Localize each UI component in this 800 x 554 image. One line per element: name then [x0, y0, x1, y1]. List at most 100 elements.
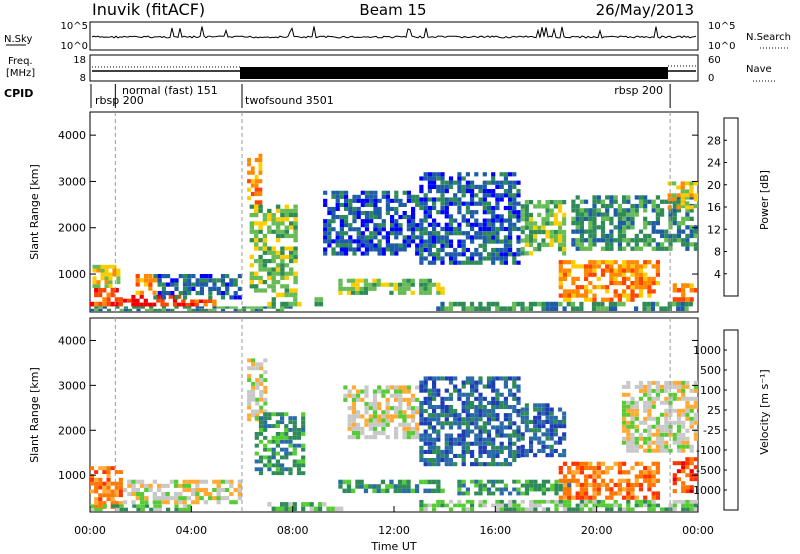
data-cell — [617, 268, 622, 273]
data-cell — [634, 461, 639, 466]
data-cell — [436, 488, 441, 494]
data-cell — [289, 208, 294, 213]
data-cell — [617, 233, 622, 239]
data-cell — [655, 424, 660, 429]
data-cell — [258, 225, 263, 230]
data-cell — [327, 223, 332, 228]
data-cell — [672, 212, 677, 217]
data-cell — [676, 477, 682, 482]
data-cell — [512, 306, 517, 311]
data-cell — [152, 290, 157, 295]
data-cell — [592, 293, 597, 298]
data-cell — [448, 184, 454, 189]
data-cell — [470, 388, 475, 393]
data-cell — [427, 396, 432, 401]
data-cell — [537, 487, 542, 492]
data-cell — [344, 231, 349, 236]
data-cell — [529, 419, 534, 424]
data-cell — [516, 388, 521, 393]
data-cell — [478, 301, 483, 307]
data-cell — [579, 229, 584, 234]
data-cell — [549, 221, 554, 226]
data-cell — [338, 278, 343, 283]
data-cell — [216, 479, 221, 484]
data-cell — [161, 308, 166, 312]
data-cell — [651, 199, 656, 204]
data-cell — [364, 418, 369, 423]
data-cell — [643, 495, 648, 500]
data-cell — [596, 474, 601, 479]
data-cell — [638, 396, 644, 401]
data-cell — [203, 479, 208, 484]
data-cell — [280, 284, 285, 289]
nave-tick-top: 60 — [708, 55, 721, 66]
data-cell — [364, 194, 370, 199]
data-cell — [541, 301, 546, 307]
data-cell — [584, 199, 589, 204]
data-cell — [478, 462, 483, 467]
data-cell — [626, 487, 631, 492]
data-cell — [292, 447, 297, 452]
data-cell — [613, 301, 618, 307]
data-cell — [118, 297, 123, 302]
data-cell — [381, 389, 386, 394]
data-cell — [512, 260, 517, 265]
data-cell — [617, 281, 622, 286]
data-cell — [419, 189, 424, 194]
data-cell — [617, 301, 622, 307]
data-cell — [423, 503, 428, 508]
data-cell — [491, 176, 496, 181]
data-cell — [423, 214, 428, 219]
data-cell — [444, 441, 449, 446]
data-cell — [600, 478, 606, 483]
data-cell — [292, 506, 297, 512]
data-cell — [157, 278, 162, 283]
data-cell — [680, 197, 685, 202]
data-cell — [398, 422, 403, 427]
data-cell — [617, 246, 622, 251]
data-cell — [448, 441, 454, 446]
data-cell — [419, 235, 424, 240]
data-cell — [605, 233, 610, 239]
data-cell — [655, 268, 660, 273]
data-cell — [638, 195, 644, 200]
data-cell — [676, 420, 682, 425]
data-cell — [643, 465, 648, 471]
data-cell — [377, 422, 382, 427]
data-cell — [482, 243, 487, 248]
data-cell — [579, 285, 584, 290]
data-cell — [622, 392, 627, 397]
data-cell — [626, 225, 631, 230]
data-cell — [571, 474, 576, 479]
data-cell — [655, 428, 660, 433]
data-cell — [605, 242, 610, 247]
data-cell — [263, 428, 268, 432]
data-cell — [676, 384, 682, 389]
data-cell — [660, 444, 665, 449]
data-cell — [288, 502, 293, 507]
data-cell — [402, 202, 407, 207]
data-cell — [152, 479, 157, 484]
data-cell — [398, 243, 403, 248]
data-cell — [275, 204, 281, 209]
data-cell — [419, 184, 424, 189]
data-cell — [638, 487, 644, 492]
data-cell — [122, 500, 128, 505]
data-cell — [254, 435, 259, 440]
data-cell — [419, 453, 424, 458]
data-cell — [247, 358, 252, 363]
data-cell — [558, 234, 563, 239]
data-cell — [520, 432, 525, 437]
data-cell — [448, 405, 454, 410]
colorbar-tick-label: -1000 — [689, 484, 721, 497]
data-cell — [516, 449, 521, 454]
data-cell — [655, 444, 660, 449]
data-cell — [110, 292, 115, 298]
data-cell — [114, 297, 119, 302]
data-cell — [398, 198, 403, 203]
data-cell — [249, 225, 254, 230]
data-cell — [389, 393, 394, 398]
data-cell — [440, 409, 445, 414]
data-cell — [626, 428, 631, 433]
data-cell — [693, 477, 698, 482]
